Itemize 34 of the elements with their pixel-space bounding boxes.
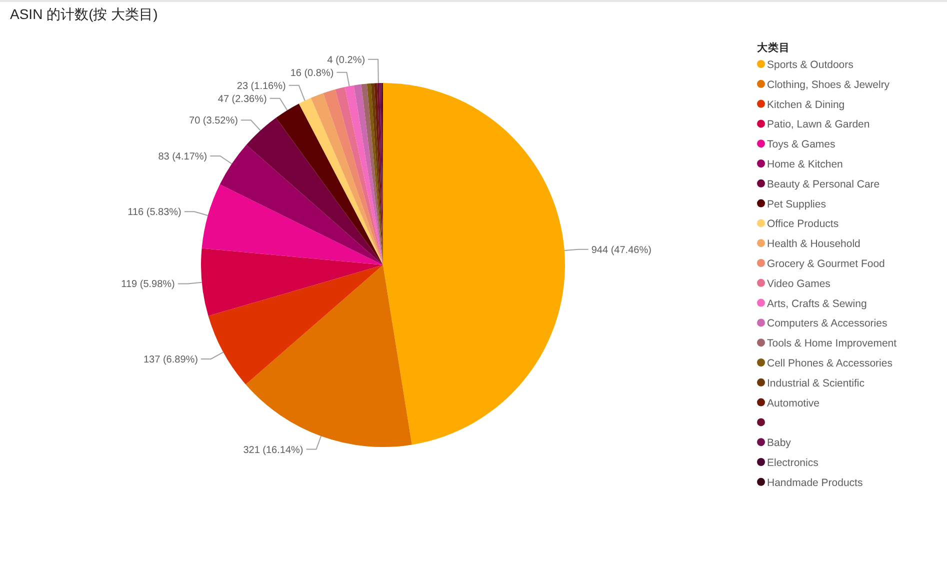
data-label: 321 (16.14%) [243, 444, 304, 456]
legend-label: Video Games [767, 278, 830, 290]
data-label: 137 (6.89%) [144, 354, 198, 366]
data-label: 47 (2.36%) [218, 94, 267, 105]
legend-label: Grocery & Gourmet Food [767, 258, 886, 270]
data-label: 944 (47.46%) [591, 244, 652, 256]
data-label: 116 (5.83%) [128, 207, 182, 218]
data-label: 4 (0.2%) [327, 54, 366, 66]
legend-label: Cell Phones & Accessories [767, 358, 892, 370]
legend-label: Electronics [767, 457, 818, 469]
legend-title: 大类目 [757, 41, 790, 54]
legend-label: Arts, Crafts & Sewing [767, 298, 867, 310]
legend-label: Industrial & Scientific [767, 377, 864, 390]
chart-title: ASIN 的计数(按 大类目) [10, 6, 158, 22]
data-label: 83 (4.17%) [158, 151, 208, 162]
legend-label: Pet Supplies [767, 198, 826, 210]
legend-label: Office Products [767, 218, 839, 230]
legend-label: Patio, Lawn & Garden [767, 118, 870, 131]
legend-label: Kitchen & Dining [767, 98, 845, 111]
data-label: 70 (3.52%) [189, 116, 238, 127]
data-label: 16 (0.8%) [290, 68, 334, 79]
legend-label: Home & Kitchen [767, 158, 844, 170]
legend-label: Baby [767, 437, 792, 450]
legend-label: Clothing, Shoes & Jewelry [767, 78, 890, 91]
legend-label: Computers & Accessories [767, 318, 888, 330]
legend-label: Toys & Games [767, 138, 836, 151]
legend-label: Sports & Outdoors [767, 59, 854, 71]
data-label: 23 (1.16%) [236, 80, 286, 92]
legend-label: Handmade Products [767, 476, 863, 489]
legend-label: Beauty & Personal Care [767, 178, 880, 190]
legend-label: Tools & Home Improvement [767, 338, 897, 350]
data-label: 119 (5.98%) [121, 279, 175, 290]
legend-label: Health & Household [767, 238, 861, 250]
legend-label: Automotive [767, 397, 820, 410]
